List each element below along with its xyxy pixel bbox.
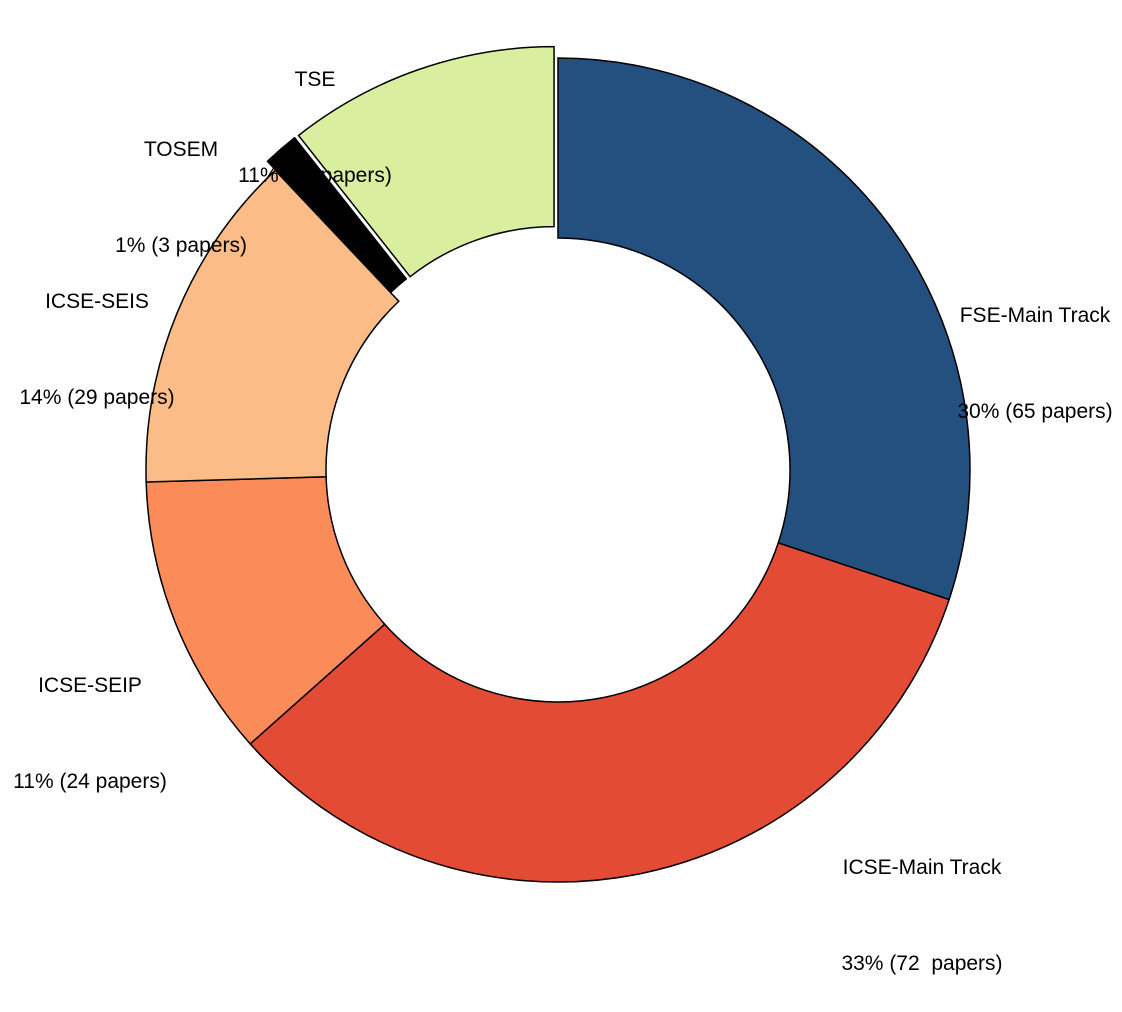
label-value: 1% (3 papers) (115, 234, 247, 257)
label-value: 11% (24 papers) (13, 770, 167, 793)
label-value: 11% (23 papers) (238, 164, 392, 187)
label-value: 30% (65 papers) (957, 400, 1113, 423)
label-name: ICSE-Main Track (842, 856, 1002, 879)
label-name: ICSE-SEIS (45, 290, 149, 313)
label-fse-main-track: FSE-Main Track 30% (65 papers) (940, 236, 1122, 460)
label-value: 14% (29 papers) (19, 386, 175, 409)
slice-fse-main-track (557, 57, 971, 601)
label-icse-main-track: ICSE-Main Track 33% (72 papers) (812, 788, 1032, 1012)
label-icse-seip: ICSE-SEIP 11% (24 papers) (0, 606, 180, 830)
slice-icse-seip (145, 475, 386, 745)
label-tse: TSE 11% (23 papers) (215, 0, 415, 224)
label-value: 33% (72 papers) (841, 952, 1003, 975)
label-name: ICSE-SEIP (38, 674, 142, 697)
label-name: TSE (294, 68, 336, 91)
slice-icse-main-track (249, 542, 951, 883)
slice-tse (297, 45, 555, 278)
label-name: FSE-Main Track (959, 304, 1111, 327)
slice-icse-seis (145, 169, 400, 483)
label-name: TOSEM (143, 138, 219, 161)
donut-chart (145, 45, 971, 883)
label-tosem: TOSEM 1% (3 papers) (96, 70, 266, 294)
label-icse-seis: ICSE-SEIS 14% (29 papers) (4, 222, 190, 446)
slice-tosem (266, 136, 408, 294)
